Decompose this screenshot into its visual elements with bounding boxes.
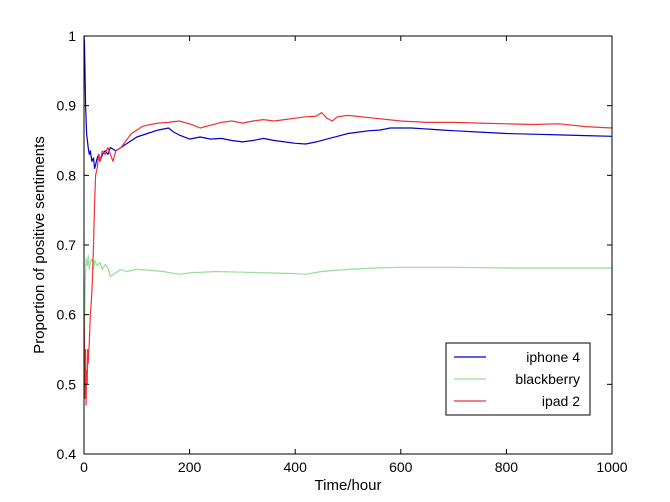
x-tick-label: 600 [389,459,413,475]
y-tick-label: 0.5 [57,376,77,392]
series-line-ipad-2 [83,111,613,406]
y-tick-label: 0.6 [57,307,77,323]
y-tick-label: 0.9 [57,98,77,114]
x-tick-label: 800 [495,459,519,475]
legend-label-ipad-2: ipad 2 [542,393,580,409]
legend-label-blackberry: blackberry [515,371,580,387]
x-axis-title: Time/hour [315,477,382,494]
y-tick-label: 0.7 [57,237,77,253]
x-tick-label: 0 [80,459,88,475]
series-line-blackberry [83,254,612,385]
y-tick-label: 1 [68,28,76,44]
ticks-layer: 0 200 400 600 800 1000 0.4 0.5 0.6 0.7 0.8 0.9 1 [57,28,628,475]
legend-label-iphone-4: iphone 4 [526,349,580,365]
y-tick-label: 0.8 [57,167,77,183]
series-line-iphone-4 [83,35,613,169]
series-layer [83,35,613,406]
y-axis-title: Proportion of positive sentiments [31,136,48,354]
legend: iphone 4 blackberry ipad 2 [445,342,591,416]
y-tick-label: 0.4 [57,446,77,462]
x-tick-label: 400 [284,459,308,475]
x-tick-label: 1000 [596,459,627,475]
x-tick-label: 200 [178,459,202,475]
